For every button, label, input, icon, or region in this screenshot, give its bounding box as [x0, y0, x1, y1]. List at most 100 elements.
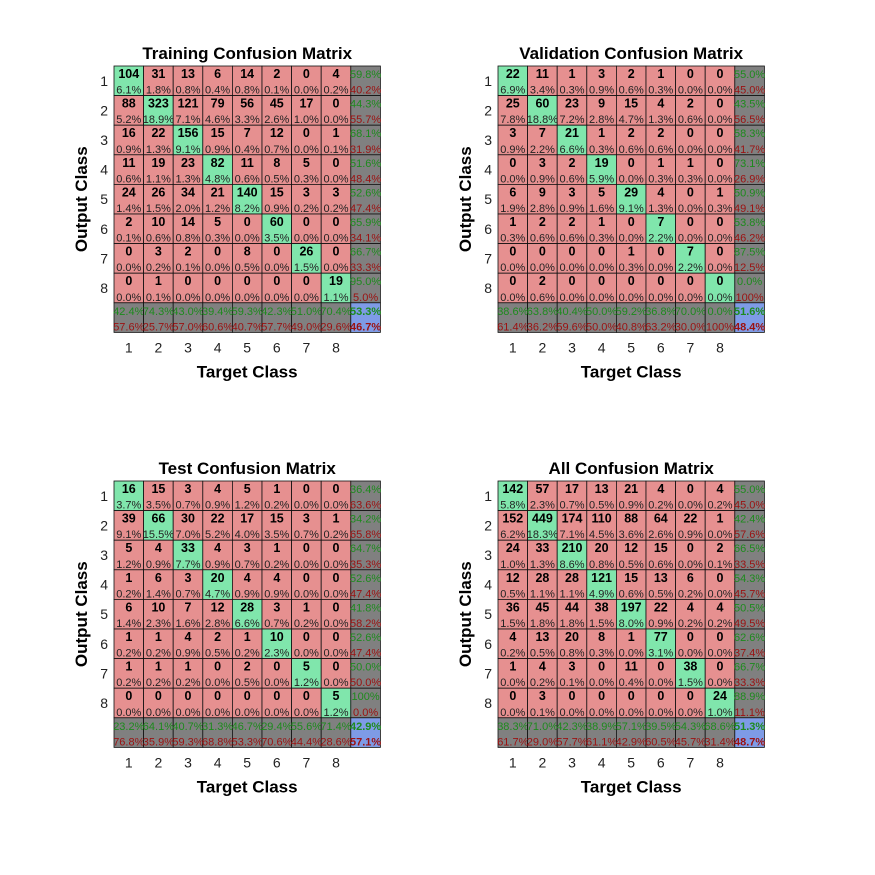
- matrix-cell-6-8: [320, 213, 352, 245]
- cell-percent: 6.9%: [500, 85, 525, 97]
- cell-count: 5: [303, 156, 310, 170]
- cell-count: 17: [565, 482, 579, 496]
- cell-count: 0: [717, 156, 724, 170]
- cell-count: 1: [569, 67, 576, 81]
- cell-count: 77: [654, 630, 668, 644]
- column-error: 35.9%: [143, 736, 174, 748]
- cell-count: 17: [299, 97, 313, 111]
- matrix-cell-5-5: [616, 183, 647, 215]
- matrix-cell-8-4: [202, 272, 233, 304]
- y-tick-label: 6: [484, 636, 492, 652]
- cell-count: 3: [185, 571, 192, 585]
- cell-percent: 3.5%: [264, 529, 289, 541]
- overall-error: 48.4%: [734, 321, 765, 333]
- cell-percent: 0.7%: [559, 500, 584, 512]
- cell-percent: 0.0%: [175, 707, 200, 719]
- matrix-cell-3-8: [320, 539, 352, 571]
- cell-percent: 0.0%: [264, 292, 289, 304]
- column-error: 61.7%: [497, 736, 528, 748]
- matrix-cell-9-9: [734, 302, 765, 333]
- matrix-cell-4-1: [113, 154, 145, 185]
- matrix-cell-9-1: [113, 302, 145, 333]
- cell-percent: 4.0%: [235, 529, 260, 541]
- column-recall: 38.3%: [497, 721, 528, 733]
- matrix-cell-8-4: [586, 272, 617, 304]
- matrix-cell-4-8: [704, 154, 736, 185]
- y-tick-label: 7: [484, 250, 492, 266]
- cell-count: 4: [657, 185, 664, 199]
- matrix-cell-7-1: [113, 658, 145, 689]
- chart-title: All Confusion Matrix: [549, 459, 715, 478]
- cell-percent: 0.9%: [175, 648, 200, 660]
- cell-count: 0: [303, 215, 310, 229]
- cell-count: 4: [717, 600, 724, 614]
- cell-count: 0: [303, 126, 310, 140]
- cell-percent: 0.5%: [648, 588, 673, 600]
- cell-count: 0: [687, 630, 694, 644]
- cell-percent: 0.2%: [116, 648, 141, 660]
- row-error: 45.7%: [734, 588, 765, 600]
- cell-count: 0: [303, 274, 310, 288]
- cell-percent: 1.5%: [294, 262, 319, 274]
- column-error: 59.6%: [556, 321, 587, 333]
- cell-percent: 6.2%: [500, 529, 525, 541]
- column-error: 36.2%: [527, 321, 558, 333]
- cell-percent: 1.6%: [589, 203, 614, 215]
- matrix-cell-9-5: [231, 302, 263, 333]
- cell-count: 1: [657, 156, 664, 170]
- y-tick-label: 1: [100, 73, 108, 89]
- cell-count: 3: [303, 185, 310, 199]
- cell-percent: 0.7%: [294, 529, 319, 541]
- column-error: 29.0%: [527, 736, 558, 748]
- cell-count: 1: [244, 630, 251, 644]
- cell-count: 0: [509, 156, 516, 170]
- matrix-cell-6-2: [143, 213, 174, 245]
- cell-percent: 0.0%: [205, 292, 230, 304]
- cell-percent: 4.9%: [589, 588, 614, 600]
- matrix-cell-1-6: [261, 480, 293, 512]
- cell-percent: 2.6%: [264, 114, 289, 126]
- cell-count: 7: [687, 245, 694, 259]
- matrix-cell-4-9: [350, 154, 381, 185]
- confusion-matrix-panel-2: Validation Confusion Matrix226.9%113.4%1…: [456, 44, 765, 381]
- column-error: 59.3%: [172, 736, 203, 748]
- overall-error: 48.7%: [734, 736, 765, 748]
- cell-percent: 0.0%: [294, 85, 319, 97]
- cell-percent: 0.8%: [175, 233, 200, 245]
- cell-count: 0: [244, 689, 251, 703]
- matrix-cell-6-9: [734, 628, 765, 660]
- matrix-cell-4-8: [320, 569, 352, 600]
- cell-count: 0: [687, 126, 694, 140]
- cell-percent: 1.4%: [146, 588, 171, 600]
- row-precision: 53.8%: [734, 217, 765, 229]
- cell-percent: 0.1%: [559, 677, 584, 689]
- cell-count: 0: [687, 67, 694, 81]
- chart-title: Training Confusion Matrix: [142, 44, 352, 63]
- row-error: 58.2%: [350, 618, 381, 630]
- row-precision: 55.0%: [734, 69, 765, 81]
- cell-percent: 0.0%: [707, 648, 732, 660]
- column-recall: 70.0%: [675, 306, 706, 318]
- cell-count: 3: [244, 541, 251, 555]
- cell-percent: 1.8%: [530, 618, 555, 630]
- matrix-cell-1-4: [586, 65, 617, 97]
- matrix-cell-6-5: [231, 213, 263, 245]
- cell-percent: 0.2%: [146, 262, 171, 274]
- matrix-cell-7-5: [231, 658, 263, 689]
- cell-count: 19: [151, 156, 165, 170]
- cell-percent: 0.0%: [205, 262, 230, 274]
- column-recall: 39.5%: [645, 721, 676, 733]
- cell-count: 22: [211, 512, 225, 526]
- cell-count: 0: [125, 689, 132, 703]
- cell-count: 0: [569, 274, 576, 288]
- cell-percent: 0.1%: [175, 262, 200, 274]
- overall-accuracy: 51.6%: [734, 306, 765, 318]
- cell-percent: 0.2%: [648, 500, 673, 512]
- cell-count: 152: [502, 512, 523, 526]
- matrix-cell-3-1: [113, 539, 145, 571]
- cell-percent: 0.0%: [559, 707, 584, 719]
- row-error: 63.6%: [350, 500, 381, 512]
- y-tick-label: 6: [100, 636, 108, 652]
- matrix-cell-9-7: [675, 302, 706, 333]
- y-tick-label: 1: [100, 488, 108, 504]
